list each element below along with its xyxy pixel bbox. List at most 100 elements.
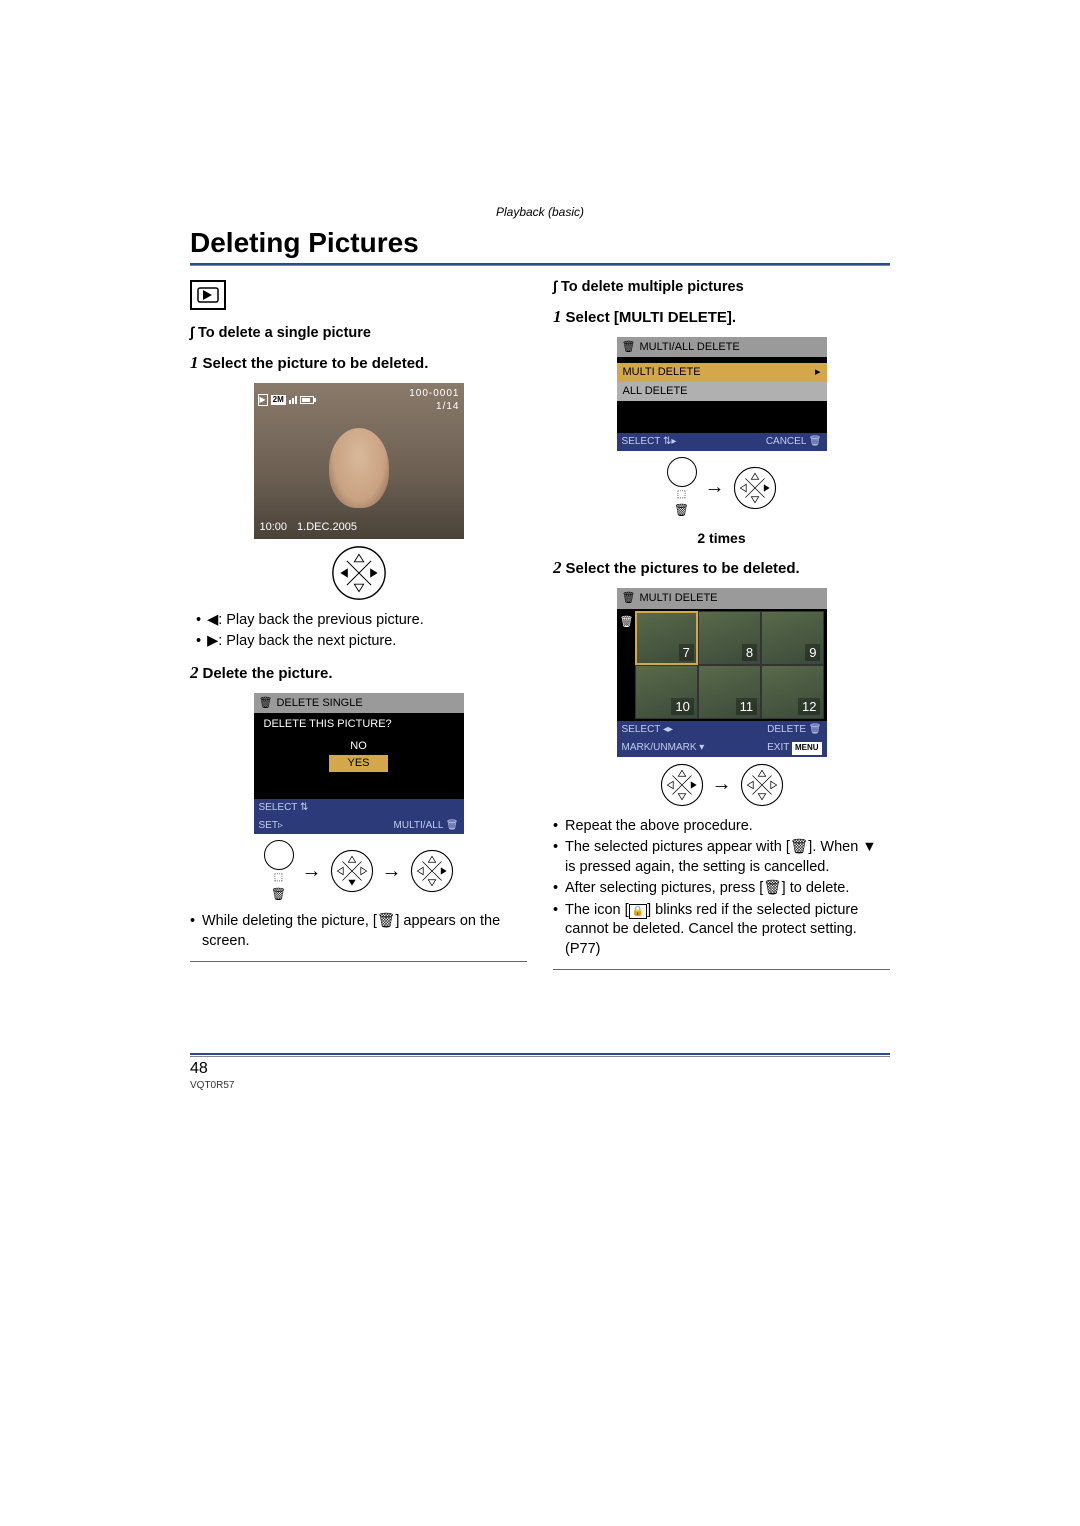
delete-single-menu: 🗑DELETE SINGLE DELETE THIS PICTURE? NO Y… [254,693,464,835]
subheading-multiple: ∫ To delete multiple pictures [553,278,890,298]
quality-icon [289,396,297,404]
menu-footer: SELECT ⇅▸ CANCEL 🗑 [617,433,827,451]
updown-right-icon: ⇅▸ [663,436,676,447]
dpad-right-icon [733,466,777,510]
option-block: MULTI DELETE▸ ALL DELETE [617,363,827,401]
two-column-layout: ∫ To delete a single picture 1Select the… [190,278,890,980]
trash-icon: 🗑 [622,591,636,606]
thumbnail-10: 10 [635,665,698,719]
trash-icon: 🗑 [809,724,822,735]
two-times-label: 2 times [553,529,890,548]
circle-button [667,457,697,487]
multi-delete-grid: 🗑MULTI DELETE 🗑 7 8 9 10 11 12 SELE [617,588,827,756]
thumbnail-9: 9 [761,611,824,665]
trash-icon: 🗑 [259,696,273,711]
photo-subject [329,428,389,508]
note-deleting: • While deleting the picture, [🗑] appear… [190,912,527,951]
multi-all-delete-menu: 🗑MULTI/ALL DELETE MULTI DELETE▸ ALL DELE… [617,337,827,451]
thumb-row: 7 8 9 [635,611,825,665]
thumb-row: 10 11 12 [635,665,825,719]
delete-question: DELETE THIS PICTURE? [260,717,458,732]
thumbnail-8: 8 [698,611,761,665]
menu-options: NO YES [260,738,458,772]
resolution-icon: 2M [271,395,286,406]
lcd-top-left-icons: ▶ 2M [258,394,314,407]
step-2-right: 2Select the pictures to be deleted. [553,557,890,580]
note-selected: •The selected pictures appear with [🗑]. … [553,838,890,877]
footer-rule [190,1053,890,1057]
menu-footer-2: SET▹ MULTI/ALL 🗑 [254,817,464,835]
lcd-bottom-bar: 10:00 1.DEC.2005 [260,520,458,535]
menu-title-bar: 🗑MULTI DELETE [617,588,827,609]
circle-button [264,840,294,870]
trash-icon: 🗑 [622,340,636,355]
thumbnail-11: 11 [698,665,761,719]
circle-button-group: ⬚ 🗑 [264,840,294,902]
dpad-right-icon [660,763,704,807]
trash-icon: 🗑 [763,880,781,896]
updown-icon: ⇅ [300,802,308,813]
lcd-top-bar: ▶ 2M 100-0001 1/14 [258,387,460,414]
page-number: 48 [190,1060,208,1078]
trash-icon: 🗑 [809,436,822,447]
note-press-delete: •After selecting pictures, press [🗑] to … [553,879,890,899]
photo-area: ▶ 2M 100-0001 1/14 10:00 1.DEC.2 [254,383,464,539]
menu-icon: MENU [792,742,822,755]
left-column: ∫ To delete a single picture 1Select the… [190,278,527,980]
menu-title-bar: 🗑MULTI/ALL DELETE [617,337,827,358]
trash-icon: 🗑 [271,886,286,902]
playback-hints: •◀: Play back the previous picture. •▶: … [196,611,527,652]
dpad-down-hollow-icon [740,763,784,807]
trash-icon: 🗑 [674,502,689,518]
protect-icon: 🔒 [629,904,647,920]
menu-title-bar: 🗑DELETE SINGLE [254,693,464,714]
arrow-icon: → [302,858,322,885]
dpad-right-icon [410,849,454,893]
battery-icon [300,396,314,404]
option-no: NO [260,738,458,755]
page-content: Playback (basic) Deleting Pictures ∫ To … [190,205,890,980]
circle-button-group: ⬚ 🗑 [667,457,697,519]
arrow-icon: → [712,771,732,798]
option-yes: YES [329,755,387,772]
document-id: VQT0R57 [190,1080,234,1091]
arrow-icon: → [382,858,402,885]
playback-mode-icon [190,280,226,310]
step-1-right: 1Select [MULTI DELETE]. [553,306,890,329]
button-sequence-right-1: ⬚ 🗑 → [553,457,890,519]
note-repeat: •Repeat the above procedure. [553,817,890,837]
option-multi-delete: MULTI DELETE▸ [617,363,827,382]
trash-icon: 🗑 [377,913,395,929]
trash-icon: 🗑 [620,615,634,630]
subheading-single: ∫ To delete a single picture [190,324,527,344]
menu-body: MULTI DELETE▸ ALL DELETE [617,357,827,433]
right-column: ∫ To delete multiple pictures 1Select [M… [553,278,890,980]
step-1-left: 1Select the picture to be deleted. [190,352,527,375]
leftright-icon: ◂▸ [663,724,673,735]
right-icon: ▹ [278,820,283,831]
picture-count: 1/14 [409,400,459,414]
thumbnail-7: 7 [635,611,698,665]
down-icon: ▾ [699,742,704,753]
arrow-icon: → [705,474,725,501]
dpad-down-icon [330,849,374,893]
step-2-left: 2Delete the picture. [190,662,527,685]
divider [190,961,527,962]
menu-body: DELETE THIS PICTURE? NO YES [254,713,464,799]
grid-footer-2: MARK/UNMARK ▾ EXIT MENU [617,739,827,757]
menu-footer-1: SELECT ⇅ [254,799,464,817]
trash-icon: 🗑 [790,839,808,855]
lcd-top-right: 100-0001 1/14 [409,387,459,414]
divider [553,969,890,970]
title-rule [190,263,890,266]
option-all-delete: ALL DELETE [617,382,827,401]
file-number: 100-0001 [409,387,459,401]
grid-footer-1: SELECT ◂▸ DELETE 🗑 [617,721,827,739]
note-protect: •The icon [🔒] blinks red if the selected… [553,901,890,960]
button-sequence-left: ⬚ 🗑 → → [190,840,527,902]
dpad-icon [331,545,387,601]
lcd-photo-preview: ▶ 2M 100-0001 1/14 10:00 1.DEC.2 [254,383,464,539]
button-sequence-right-2: → [553,763,890,807]
photo-date: 1.DEC.2005 [297,520,357,535]
photo-time: 10:00 [260,520,288,535]
